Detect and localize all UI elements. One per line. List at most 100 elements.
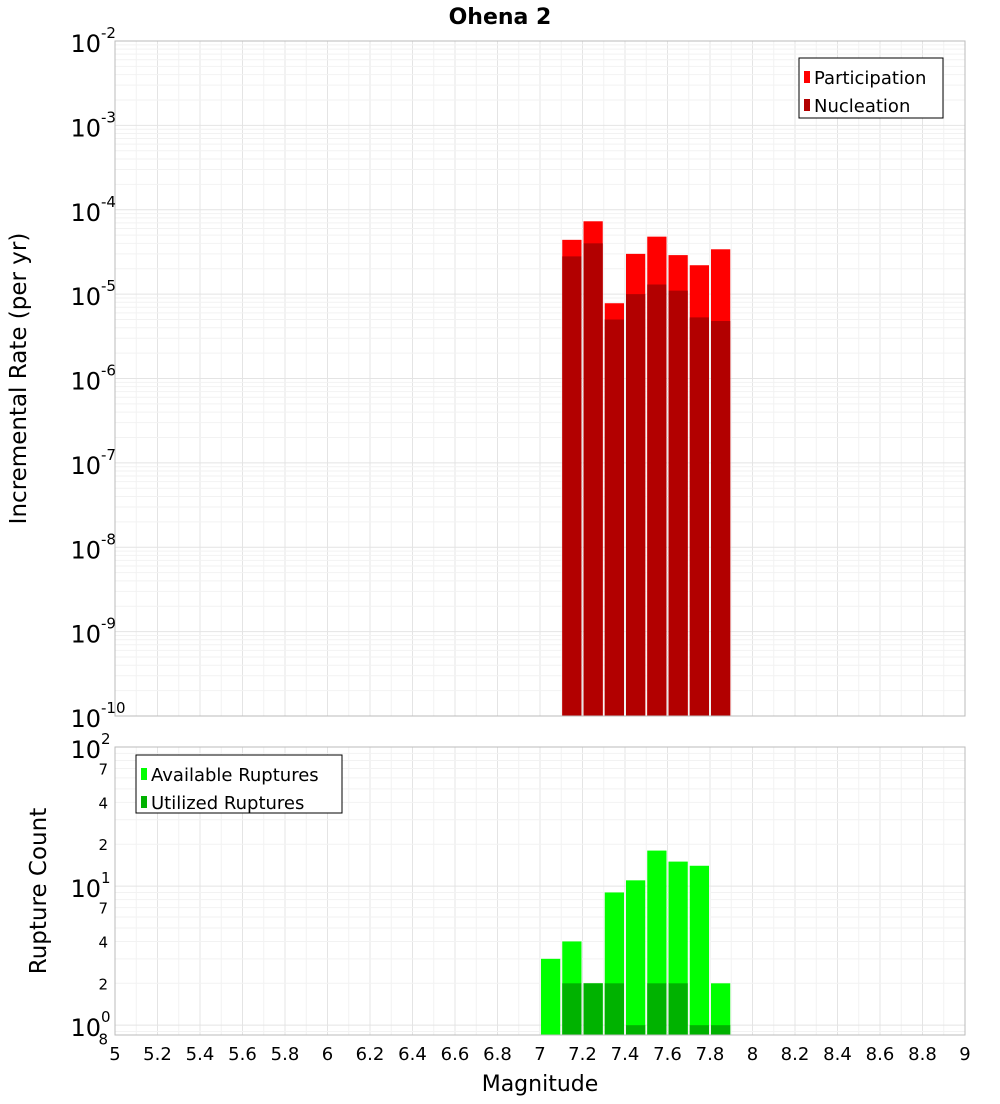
x-tick-label: 5 (109, 1044, 120, 1065)
rate-bar-nucleation (583, 243, 603, 717)
x-tick-label: 8.6 (866, 1044, 895, 1065)
x-tick-label: 8.8 (908, 1044, 937, 1065)
x-tick-label: 8.4 (823, 1044, 852, 1065)
count-y-tick-base: 10 (70, 875, 101, 903)
count-y-tick-label: 10 0 (70, 1008, 110, 1042)
count-y-axis-label: Rupture Count (26, 808, 52, 974)
count-bar-utilized-ruptures (689, 1025, 709, 1035)
rate-y-tick-base: 10 (70, 199, 101, 227)
rate-bar-nucleation (668, 290, 688, 716)
rate-y-tick-base: 10 (70, 705, 101, 733)
rate-bar-nucleation (604, 319, 624, 716)
rate-bar-nucleation (689, 317, 709, 716)
count-legend-box (135, 754, 343, 814)
rate-y-tick-exp: -7 (101, 446, 116, 464)
count-bar-utilized-ruptures (647, 983, 667, 1035)
rate-y-tick-label: 10 -7 (70, 446, 116, 480)
count-y-tick-minor-label: 4 (98, 794, 108, 812)
rate-legend-label: Participation (814, 68, 926, 89)
rate-y-tick-exp: -5 (101, 277, 116, 295)
x-tick-label: 8.2 (781, 1044, 810, 1065)
rate-legend-box (798, 57, 944, 119)
rate-y-tick-base: 10 (70, 621, 101, 649)
count-bar-available-ruptures (689, 865, 709, 1035)
x-tick-label: 7 (534, 1044, 545, 1065)
count-bar-available-ruptures (541, 958, 561, 1035)
x-tick-label: 7.8 (696, 1044, 725, 1065)
x-tick-label: 5.8 (271, 1044, 300, 1065)
count-y-tick-base: 10 (70, 1014, 101, 1042)
x-tick-label: 7.4 (611, 1044, 640, 1065)
rate-y-tick-label: 10 -3 (70, 108, 116, 142)
rate-bar-nucleation (562, 256, 582, 716)
count-legend-swatch (141, 768, 147, 780)
count-legend-label: Utilized Ruptures (151, 793, 304, 814)
x-tick-label: 5.2 (143, 1044, 172, 1065)
x-tick-label: 5.4 (186, 1044, 215, 1065)
x-tick-label: 7.2 (568, 1044, 597, 1065)
rate-bar-nucleation (626, 294, 646, 716)
x-tick-label: 6.4 (398, 1044, 427, 1065)
count-y-tick-minor-label: 7 (98, 761, 108, 779)
rate-y-tick-exp: -10 (101, 699, 126, 717)
count-y-tick-exp: 1 (101, 869, 111, 887)
x-tick-label: 7.6 (653, 1044, 682, 1065)
count-bar-utilized-ruptures (583, 983, 603, 1035)
count-y-tick-minor-label: 2 (98, 975, 108, 993)
count-legend-label: Available Ruptures (151, 765, 319, 786)
count-legend-swatch (141, 796, 147, 808)
rate-y-tick-label: 10 -9 (70, 615, 116, 649)
rate-y-tick-label: 10 -8 (70, 530, 116, 564)
count-y-tick-minor-label: 8 (98, 1031, 108, 1049)
rate-y-tick-label: 10 -4 (70, 193, 116, 227)
rate-y-tick-base: 10 (70, 30, 101, 58)
count-y-tick-exp: 0 (101, 1008, 111, 1026)
x-axis-label: Magnitude (482, 1072, 599, 1097)
rate-y-tick-exp: -3 (101, 108, 116, 126)
rate-y-tick-exp: -2 (101, 24, 116, 42)
count-y-tick-minor-label: 2 (98, 836, 108, 854)
rate-y-tick-base: 10 (70, 368, 101, 396)
rate-y-tick-base: 10 (70, 114, 101, 142)
count-y-tick-label: 10 1 (70, 869, 110, 903)
count-y-tick-minor-label: 7 (98, 900, 108, 918)
count-bar-utilized-ruptures (604, 983, 624, 1035)
count-bar-utilized-ruptures (562, 983, 582, 1035)
count-bar-utilized-ruptures (668, 983, 688, 1035)
count-bar-utilized-ruptures (626, 1025, 646, 1035)
count-y-tick-exp: 2 (101, 730, 111, 748)
rate-y-tick-exp: -8 (101, 530, 116, 548)
rate-bar-nucleation (647, 284, 667, 716)
x-tick-label: 6.6 (441, 1044, 470, 1065)
count-bar-available-ruptures (711, 983, 731, 1035)
x-tick-label: 5.6 (228, 1044, 257, 1065)
chart-title: Ohena 2 (449, 5, 552, 30)
count-frame (114, 746, 966, 1036)
rate-y-tick-label: 10 -10 (70, 699, 125, 733)
rate-y-tick-exp: -4 (101, 193, 116, 211)
rate-legend-swatch (804, 99, 810, 111)
count-bar-available-ruptures (626, 880, 646, 1035)
rate-y-tick-base: 10 (70, 452, 101, 480)
x-tick-label: 6.8 (483, 1044, 512, 1065)
rate-y-tick-label: 10 -6 (70, 362, 116, 396)
rate-y-tick-base: 10 (70, 283, 101, 311)
rate-y-tick-base: 10 (70, 536, 101, 564)
rate-y-axis-label: Incremental Rate (per yr) (6, 233, 32, 525)
rate-y-tick-label: 10 -5 (70, 277, 116, 311)
rate-frame (114, 40, 966, 717)
count-y-tick-base: 10 (70, 736, 101, 764)
rate-y-tick-label: 10 -2 (70, 24, 116, 58)
rate-y-tick-exp: -6 (101, 362, 116, 380)
x-tick-label: 6 (322, 1044, 333, 1065)
count-y-tick-label: 10 2 (70, 730, 110, 764)
rate-legend-label: Nucleation (814, 96, 910, 117)
x-tick-label: 8 (747, 1044, 758, 1065)
rate-y-tick-exp: -9 (101, 615, 116, 633)
x-tick-label: 6.2 (356, 1044, 385, 1065)
count-y-tick-minor-label: 4 (98, 933, 108, 951)
rate-bar-nucleation (711, 321, 731, 716)
x-tick-label: 9 (959, 1044, 970, 1065)
